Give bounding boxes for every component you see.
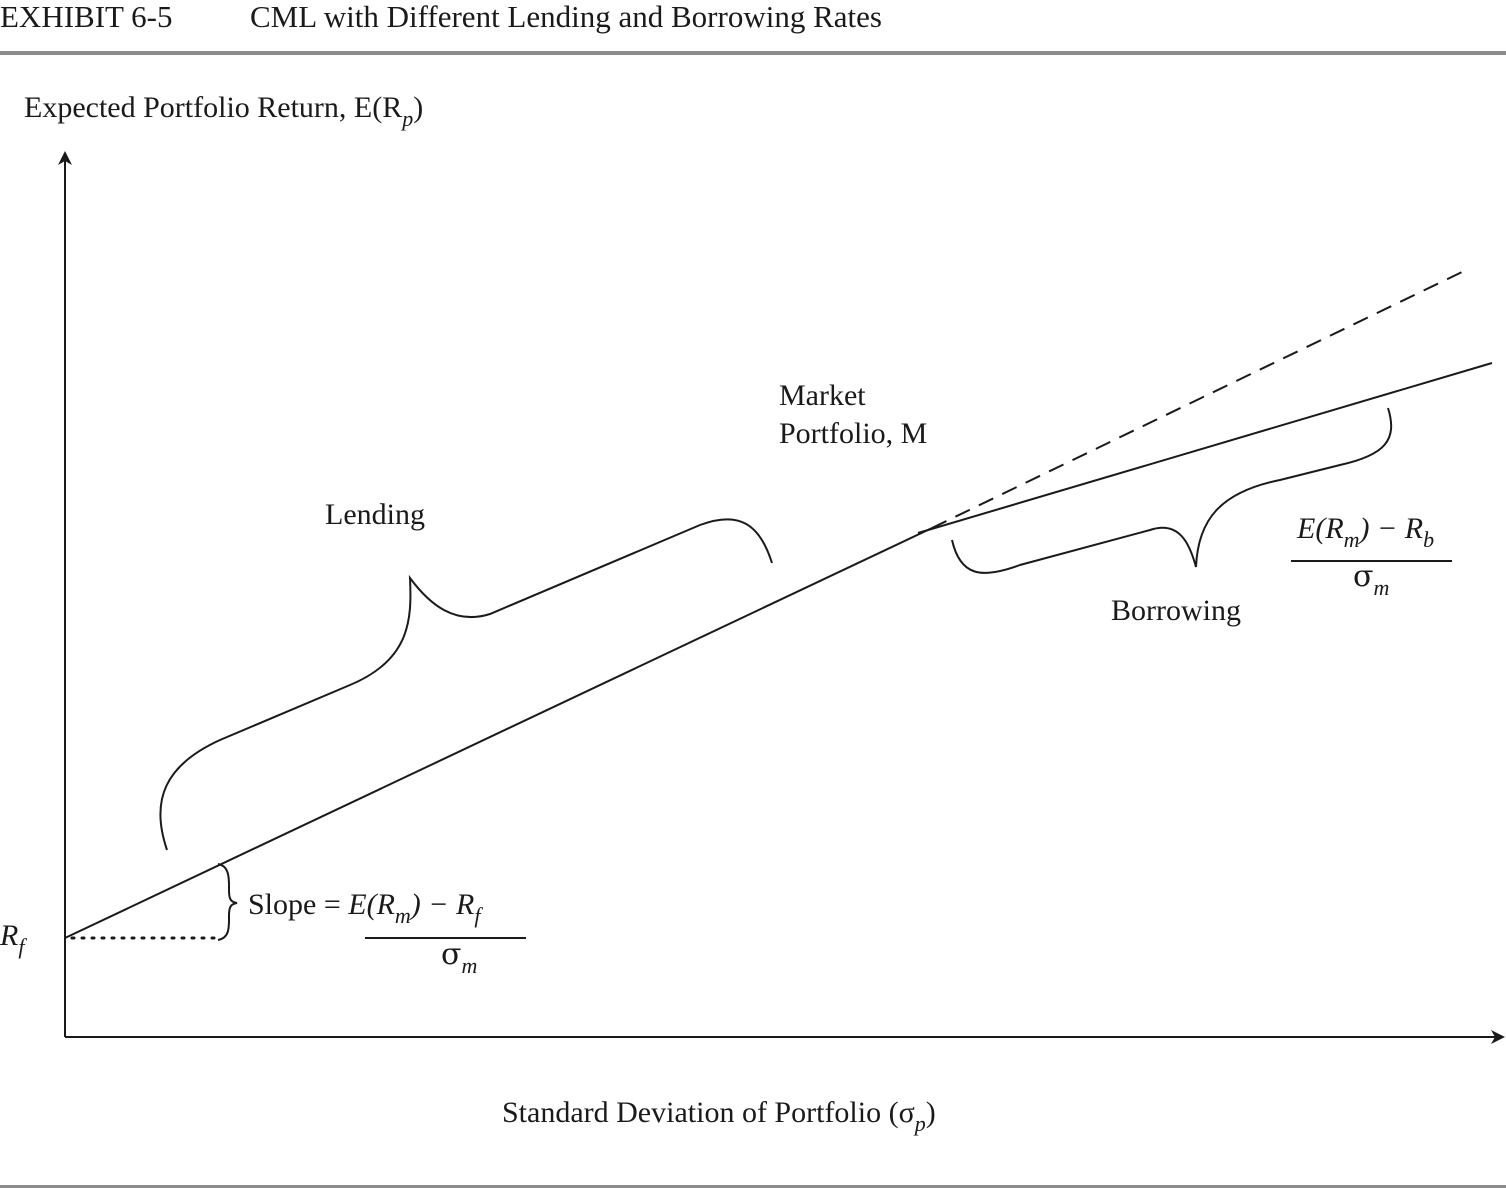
borrowing-brace [951,407,1393,574]
borrow-formula-numerator: E(Rm) − Rb [1296,512,1434,552]
exhibit-title: CML with Different Lending and Borrowing… [250,0,882,34]
title-rule [0,51,1506,55]
market-portfolio-label-line1: Market [779,379,866,412]
slope-formula-numerator: Slope = E(Rm) − Rf [248,888,483,928]
rf-label: Rf [0,919,27,959]
x-axis-label: Standard Deviation of Portfolio (σp) [502,1096,936,1136]
lending-line [64,527,933,939]
slope-formula-denominator: σm [441,937,477,978]
lending-label: Lending [325,498,425,531]
slope-brace [217,863,238,941]
exhibit-number: EXHIBIT 6-5 [0,0,172,34]
y-axis-label: Expected Portfolio Return, E(Rp) [24,91,423,131]
market-portfolio-label-line2: Portfolio, M [779,417,927,450]
dashed-extension-line [931,271,1463,529]
bottom-rule [0,1185,1506,1188]
lending-brace [159,518,773,851]
borrowing-line [917,362,1493,534]
borrow-formula-denominator: σm [1353,559,1389,600]
borrowing-label: Borrowing [1111,594,1241,627]
